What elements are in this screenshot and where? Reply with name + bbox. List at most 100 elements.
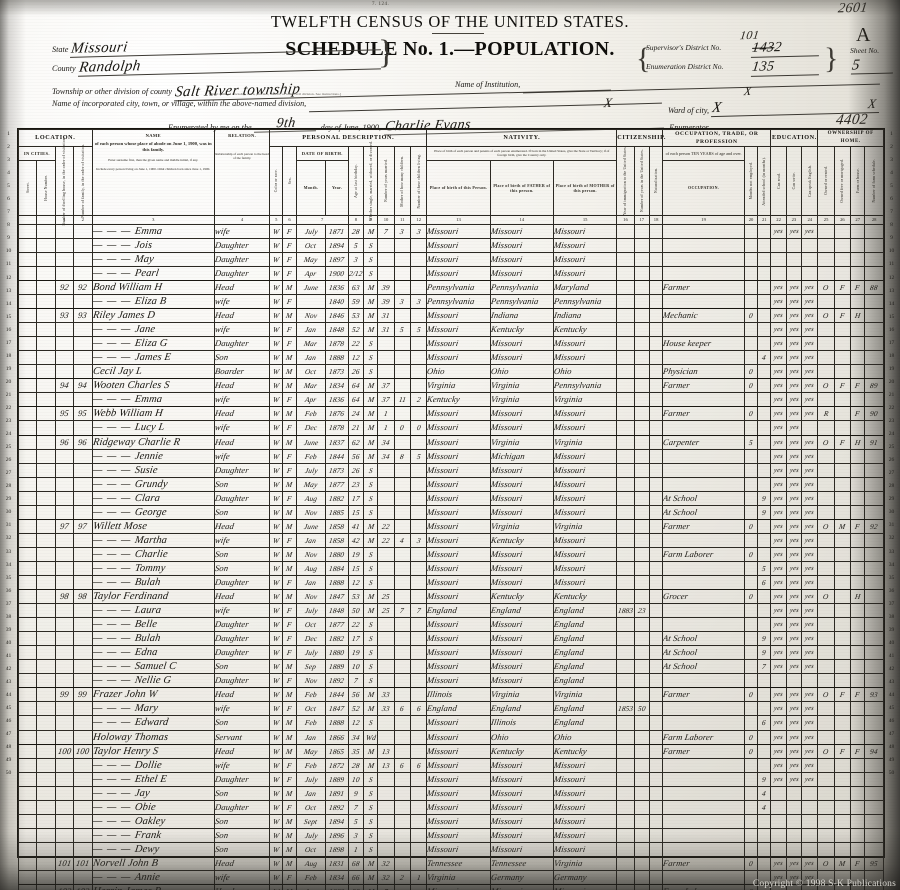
table-row[interactable]: — — — Nellie G Daughter W F Nov 1892 7 S Missour… [17, 673, 884, 689]
cell-can-write[interactable] [785, 673, 803, 689]
cell-relation[interactable]: Son [214, 659, 271, 675]
cell-birth-month[interactable]: Feb [295, 687, 327, 703]
cell-color-race[interactable]: W [269, 532, 284, 548]
cell-can-write[interactable]: yes [785, 743, 803, 759]
cell-farm-or-house[interactable] [850, 757, 866, 773]
cell-age[interactable]: 7 [347, 673, 365, 689]
cell-naturalization[interactable] [648, 279, 664, 296]
cell-occupation[interactable] [662, 617, 745, 633]
cell-birthplace-person[interactable]: Missouri [426, 771, 491, 787]
cell-occupation[interactable] [662, 560, 745, 576]
cell-can-write[interactable]: yes [785, 631, 803, 647]
cell-birthplace-father[interactable]: Missouri [489, 813, 554, 829]
cell-relation[interactable]: Son [214, 476, 271, 492]
cell-children-living[interactable] [409, 799, 428, 815]
cell-years-married[interactable] [377, 729, 395, 745]
cell-birthplace-person[interactable]: Pennsylvania [426, 279, 491, 296]
cell-can-read[interactable] [770, 237, 787, 253]
cell-dwelling-number[interactable] [54, 574, 75, 591]
cell-children-living[interactable] [409, 855, 428, 871]
cell-birthplace-person[interactable]: England [426, 701, 491, 717]
cell-family-number[interactable] [73, 237, 93, 253]
cell-can-speak-english[interactable] [801, 237, 819, 253]
cell-name[interactable]: — — — Eliza B [91, 294, 216, 310]
cell-years-in-us[interactable] [633, 490, 650, 506]
cell-owned-free-or-mortgaged[interactable] [833, 715, 852, 731]
cell-can-speak-english[interactable] [801, 420, 819, 436]
cell-birth-year[interactable]: 1878 [325, 420, 349, 436]
cell-farm-or-house[interactable]: F [850, 518, 866, 534]
cell-name[interactable]: Holoway Thomas [91, 729, 216, 745]
cell-attended-school[interactable]: 6 [757, 574, 772, 591]
cell-age[interactable]: 28 [347, 223, 365, 239]
cell-dwelling-number[interactable] [54, 673, 75, 689]
cell-year-immigration[interactable] [616, 757, 635, 773]
cell-marital-status[interactable]: S [363, 476, 379, 492]
cell-street[interactable] [17, 350, 38, 366]
cell-occupation[interactable]: Farmer [662, 406, 745, 422]
cell-year-immigration[interactable] [616, 827, 635, 843]
cell-family-number[interactable] [73, 462, 93, 478]
cell-marital-status[interactable]: S [363, 546, 379, 562]
cell-birthplace-mother[interactable]: Virginia [552, 518, 618, 534]
cell-can-write[interactable]: yes [785, 574, 803, 591]
cell-birthplace-person[interactable]: Missouri [426, 448, 491, 464]
cell-years-married[interactable]: 33 [377, 687, 395, 703]
cell-sex[interactable]: M [282, 743, 297, 759]
cell-owned-or-rented[interactable] [817, 265, 835, 282]
cell-house-number[interactable] [36, 659, 56, 675]
cell-months-not-employed[interactable] [743, 476, 759, 492]
cell-house-number[interactable] [36, 884, 56, 890]
table-row[interactable]: — — — Belle Daughter W F Oct 1877 22 S Missouri M… [17, 617, 884, 633]
cell-family-number[interactable] [73, 265, 93, 282]
cell-color-race[interactable]: W [269, 659, 284, 675]
cell-children-living[interactable]: 3 [409, 532, 428, 548]
cell-birthplace-person[interactable]: Missouri [426, 884, 491, 890]
cell-owned-free-or-mortgaged[interactable]: M [833, 518, 852, 534]
cell-dwelling-number[interactable] [54, 546, 75, 562]
cell-family-number[interactable] [73, 603, 93, 619]
cell-sex[interactable]: M [282, 364, 297, 380]
cell-can-read[interactable]: yes [770, 462, 787, 478]
cell-naturalization[interactable] [648, 322, 664, 338]
cell-street[interactable] [17, 869, 38, 886]
cell-age[interactable]: 52 [347, 322, 365, 338]
cell-age[interactable]: 23 [347, 476, 365, 492]
cell-owned-or-rented[interactable] [817, 631, 835, 647]
cell-farm-schedule-number[interactable] [864, 771, 884, 787]
cell-age[interactable]: 15 [347, 504, 365, 520]
cell-can-speak-english[interactable]: yes [801, 884, 819, 890]
cell-birthplace-mother[interactable]: Ohio [552, 729, 618, 745]
cell-children-born[interactable] [393, 743, 411, 759]
cell-color-race[interactable]: W [269, 645, 284, 661]
cell-family-number[interactable] [73, 701, 93, 717]
cell-occupation[interactable]: At School [662, 631, 745, 647]
cell-year-immigration[interactable] [616, 336, 635, 352]
cell-sex[interactable]: M [282, 785, 297, 801]
cell-naturalization[interactable] [648, 476, 664, 492]
cell-years-married[interactable] [377, 827, 395, 843]
cell-naturalization[interactable] [648, 560, 664, 576]
cell-years-in-us[interactable] [633, 757, 650, 773]
cell-birth-year[interactable]: 1880 [325, 546, 349, 562]
cell-years-married[interactable] [377, 631, 395, 647]
cell-can-speak-english[interactable] [801, 785, 819, 801]
cell-sex[interactable]: M [282, 546, 297, 562]
cell-farm-schedule-number[interactable] [864, 884, 884, 890]
cell-farm-or-house[interactable] [850, 251, 866, 267]
cell-relation[interactable]: Head [214, 743, 271, 759]
cell-naturalization[interactable] [648, 617, 664, 633]
cell-months-not-employed[interactable] [743, 223, 759, 239]
cell-can-write[interactable]: yes [785, 518, 803, 534]
cell-birthplace-person[interactable]: Tennessee [426, 855, 491, 871]
cell-can-read[interactable]: yes [770, 771, 787, 787]
cell-birthplace-mother[interactable]: England [552, 631, 618, 647]
cell-birth-month[interactable]: July [295, 645, 327, 661]
cell-owned-or-rented[interactable] [817, 827, 835, 843]
cell-years-in-us[interactable] [633, 645, 650, 661]
cell-birthplace-father[interactable]: Virginia [489, 687, 554, 703]
cell-birthplace-father[interactable]: Illinois [489, 715, 554, 731]
cell-birthplace-mother[interactable]: Ohio [552, 364, 618, 380]
cell-farm-or-house[interactable] [850, 645, 866, 661]
